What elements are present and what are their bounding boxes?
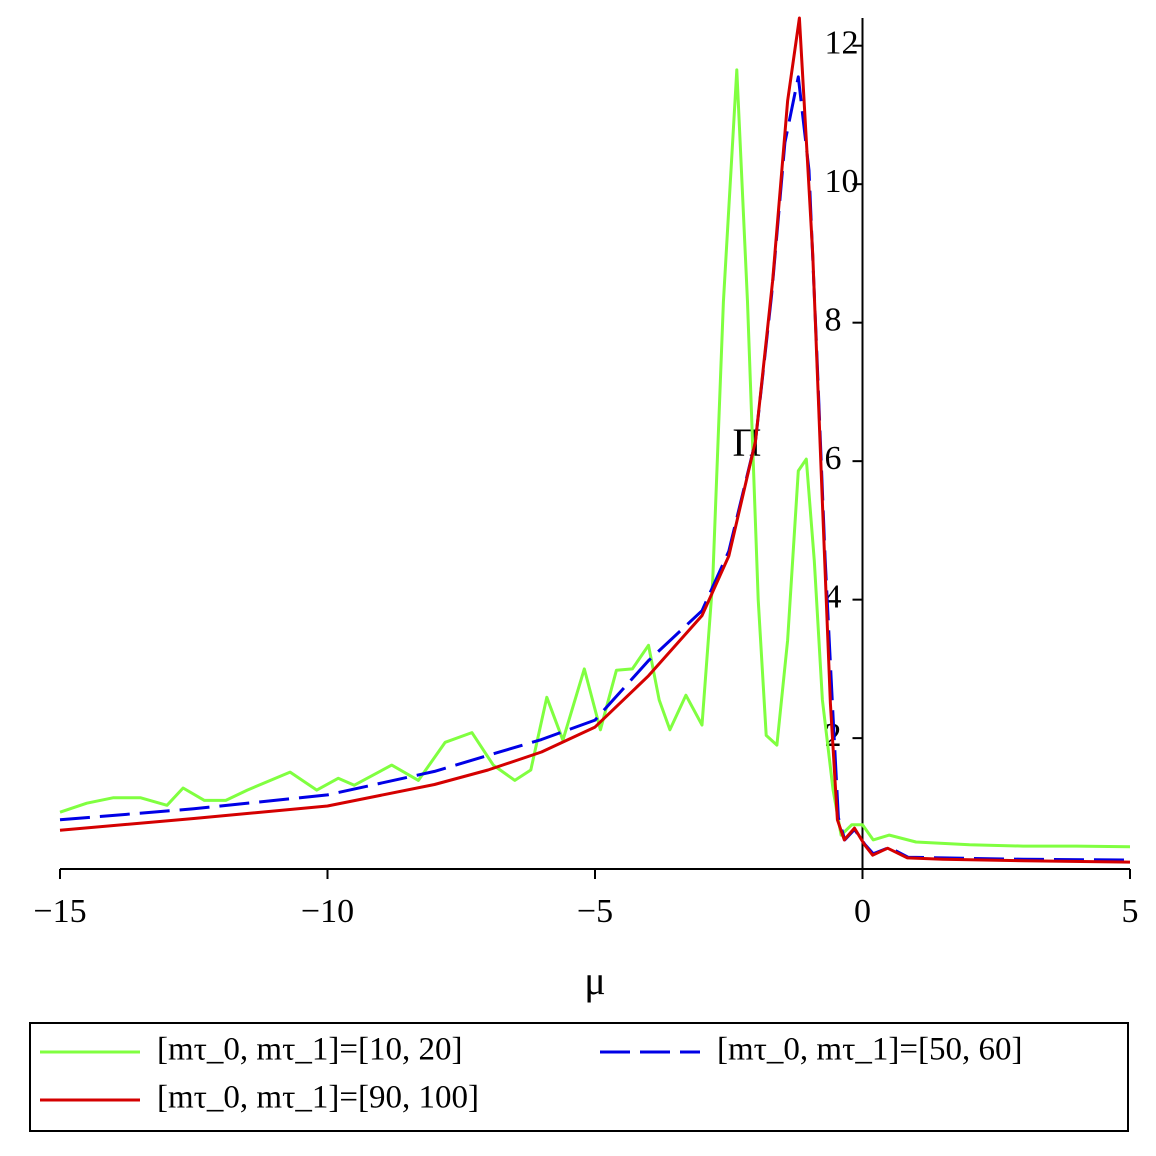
legend-label: [mτ_0, mτ_1]=[10, 20] <box>157 1032 462 1068</box>
legend-label: [mτ_0, mτ_1]=[50, 60] <box>717 1032 1022 1068</box>
y-tick-label: 12 <box>825 24 859 61</box>
legend-label: [mτ_0, mτ_1]=[90, 100] <box>157 1080 479 1116</box>
x-axis-label: μ <box>584 958 605 1003</box>
x-tick-label: −5 <box>577 893 613 930</box>
x-tick-label: −10 <box>301 893 354 930</box>
series-line <box>59 16 1131 864</box>
y-tick-label: 8 <box>825 301 842 338</box>
x-tick-label: −15 <box>33 893 86 930</box>
x-tick-label: 0 <box>854 893 871 930</box>
y-tick-label: 6 <box>825 440 842 477</box>
series-line <box>59 68 1131 849</box>
series-line <box>59 75 1131 862</box>
legend-box <box>29 1022 1129 1132</box>
y-tick-label: 10 <box>825 163 859 200</box>
x-tick-label: 5 <box>1122 893 1139 930</box>
